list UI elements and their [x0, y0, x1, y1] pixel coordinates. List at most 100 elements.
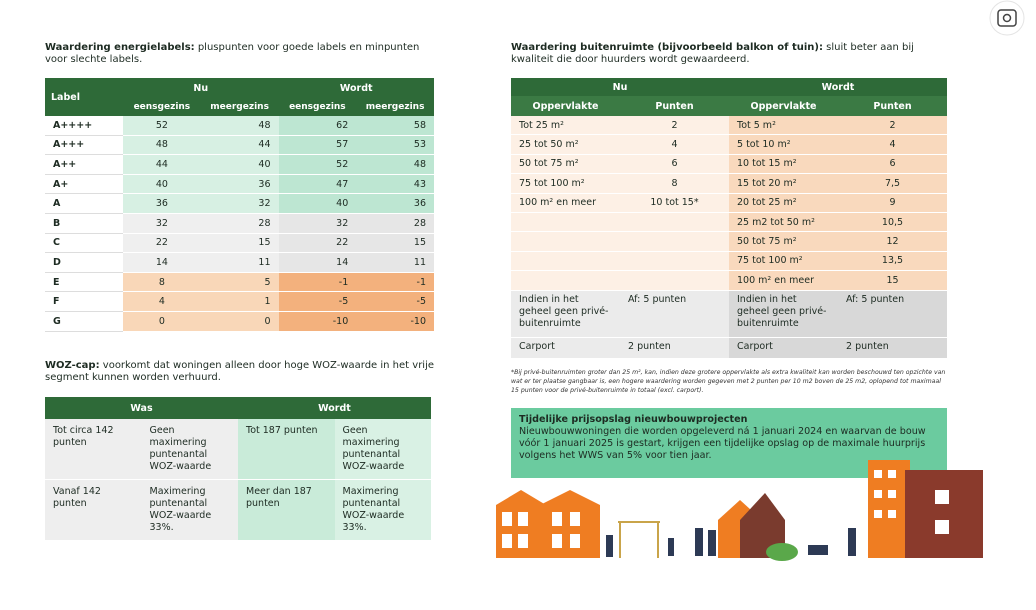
value-cell: 36 [200, 174, 279, 195]
value-cell: 48 [200, 116, 279, 136]
cell: 2 [838, 116, 947, 136]
row: Tot 25 m² 2 Tot 5 m² 2 [511, 116, 947, 136]
intro-text: pluspunten voor goede labels en minpunte… [45, 42, 420, 65]
cell: 5 tot 10 m² [729, 134, 838, 155]
value-cell: 57 [278, 135, 357, 156]
cell: Geen maximering puntenantal WOZ-waarde [141, 419, 238, 480]
cell: Meer dan 187 punten [238, 479, 335, 541]
row: 75 tot 100 m² 13,5 [511, 251, 947, 272]
box-text: Nieuwbouwwoningen die worden opgeleverd … [519, 426, 926, 461]
cell: Maximering puntenantal WOZ-waarde 33%. [334, 479, 431, 541]
cell: Tot 5 m² [729, 116, 838, 136]
empty-cell [620, 212, 729, 233]
value-cell: 53 [356, 135, 434, 156]
value-cell: 44 [200, 135, 279, 156]
cell: 20 tot 25 m² [729, 193, 838, 213]
header-cell: Nu [511, 78, 729, 96]
cell: Tot circa 142 punten [45, 419, 142, 480]
value-cell: 62 [278, 116, 357, 136]
row: G 0 0 -10 -10 [45, 311, 434, 332]
value-cell: 47 [278, 174, 357, 195]
cell: Vanaf 142 punten [45, 479, 142, 541]
value-cell: 36 [356, 193, 434, 214]
header-cell: meergezins [356, 98, 434, 116]
label-cell: B [45, 213, 123, 234]
cell: Indien in het geheel geen privé-buitenru… [511, 290, 620, 338]
value-cell: -5 [278, 291, 357, 312]
row: E 8 5 -1 -1 [45, 272, 434, 293]
value-cell: -5 [356, 291, 434, 312]
value-cell: 32 [278, 213, 357, 234]
intro-bold: Waardering energielabels: [45, 42, 195, 53]
value-cell: 22 [278, 233, 357, 254]
row: D 14 11 14 11 [45, 252, 434, 273]
cell: Indien in het geheel geen privé-buitenru… [729, 290, 838, 338]
value-cell: 43 [356, 174, 434, 195]
label-cell: D [45, 252, 123, 273]
row: 50 tot 75 m² 6 10 tot 15 m² 6 [511, 154, 947, 175]
cell: 13,5 [838, 251, 947, 272]
row: A 36 32 40 36 [45, 193, 434, 214]
intro-text: voorkomt dat woningen alleen door hoge W… [45, 360, 435, 383]
row: 100 m² en meer 15 [511, 270, 947, 291]
empty-cell [620, 251, 729, 272]
cell: Tot 25 m² [511, 116, 620, 136]
value-cell: 32 [200, 193, 279, 214]
value-cell: 58 [356, 116, 434, 136]
footnote: *Bij privé-buitenruimten groter dan 25 m… [511, 369, 946, 394]
intro-bold: WOZ-cap: [45, 360, 100, 371]
cell: Af: 5 punten [838, 290, 947, 338]
cell: Tot 187 punten [238, 419, 335, 480]
row: 25 m2 tot 50 m² 10,5 [511, 212, 947, 233]
value-cell: 15 [200, 233, 279, 254]
value-cell: 40 [123, 174, 201, 195]
label-cell: F [45, 291, 123, 312]
cell: Carport [511, 337, 620, 359]
cell: 7,5 [838, 173, 947, 194]
value-cell: 4 [123, 291, 201, 312]
label-cell: A++ [45, 154, 123, 175]
row: F 4 1 -5 -5 [45, 291, 434, 312]
value-cell: 28 [356, 213, 434, 234]
energy-intro: Waardering energielabels: pluspunten voo… [45, 42, 435, 66]
cell: Maximering puntenantal WOZ-waarde 33%. [141, 479, 238, 541]
row: A++ 44 40 52 48 [45, 154, 434, 175]
cell: Af: 5 punten [620, 290, 729, 338]
label-cell: A++++ [45, 116, 123, 136]
empty-cell [511, 212, 620, 233]
header-cell: Was [45, 397, 238, 419]
value-cell: -10 [356, 311, 434, 332]
row: 100 m² en meer 10 tot 15* 20 tot 25 m² 9 [511, 193, 947, 213]
value-cell: 40 [200, 154, 279, 175]
value-cell: 14 [278, 252, 357, 273]
empty-cell [511, 270, 620, 291]
label-cell: A [45, 193, 123, 214]
cell: 4 [838, 134, 947, 155]
cell: 75 tot 100 m² [511, 173, 620, 194]
header-row: Label Nu Wordt [45, 78, 434, 116]
value-cell: 5 [200, 272, 279, 293]
header-cell: eensgezins [123, 98, 201, 116]
cell: 100 m² en meer [511, 193, 620, 213]
value-cell: 14 [123, 252, 201, 273]
header-row: Oppervlakte Punten Oppervlakte Punten [511, 96, 947, 116]
header-cell: Wordt [278, 78, 434, 98]
cell: 9 [838, 193, 947, 213]
header-row: eensgezins meergezins eensgezins meergezins [45, 98, 434, 116]
value-cell: 0 [200, 311, 279, 332]
row: B 32 28 32 28 [45, 213, 434, 234]
row: 25 tot 50 m² 4 5 tot 10 m² 4 [511, 134, 947, 155]
value-cell: 48 [356, 154, 434, 175]
cell: 6 [620, 154, 729, 175]
outdoor-intro: Waardering buitenruimte (bijvoorbeeld ba… [511, 42, 941, 66]
header-cell: eensgezins [278, 98, 357, 116]
cell: 10 tot 15* [620, 193, 729, 213]
value-cell: 32 [123, 213, 201, 234]
cell: 12 [838, 231, 947, 252]
header-row: Nu Wordt [511, 78, 947, 96]
row: Tot circa 142 punten Geen maximering punt… [45, 419, 431, 480]
value-cell: 15 [356, 233, 434, 254]
header-cell: Wordt [238, 397, 431, 419]
cell: 2 punten [838, 337, 947, 359]
empty-cell [620, 270, 729, 291]
